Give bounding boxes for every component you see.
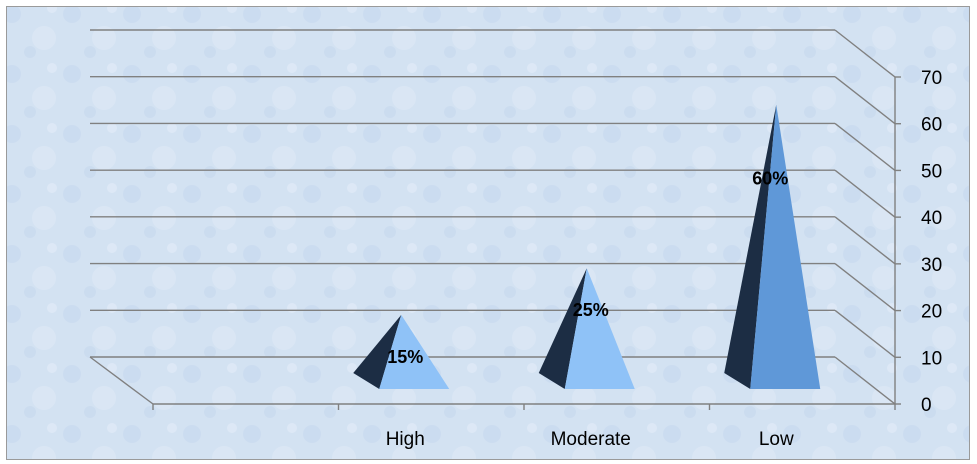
grid-layer	[90, 29, 896, 405]
gridline-side	[834, 29, 896, 78]
label-layer: 15% High 25% Moderate 60% Low	[386, 169, 794, 450]
pyramid-bar-light-face	[750, 104, 821, 389]
x-category-label: High	[386, 429, 425, 450]
pyramid-bar	[724, 104, 821, 389]
pyramid-bar-light-face	[379, 314, 450, 389]
y-tick-label: 60	[921, 115, 942, 136]
y-tick-label: 0	[921, 395, 932, 416]
pyramid-bar	[538, 268, 635, 389]
pyramid-bar-dark-face	[724, 104, 777, 389]
gridline-side	[834, 263, 896, 312]
pyramid-bar-dark-face	[538, 268, 587, 389]
y-tick-label: 40	[921, 208, 942, 229]
bar-layer	[353, 104, 821, 389]
floor-edge	[89, 356, 154, 405]
gridline-side	[834, 356, 896, 405]
gridline-side	[834, 216, 896, 265]
pyramid-bar-dark-face	[353, 314, 402, 389]
y-tick-label: 70	[921, 68, 942, 89]
gridline-side	[834, 76, 896, 125]
data-label: 60%	[752, 169, 788, 189]
pyramid-bar-light-face	[564, 268, 635, 389]
chart-background	[7, 7, 969, 459]
axis-layer: 0 10 20 30 40 50 60 70	[89, 68, 942, 416]
pyramid-bar	[353, 314, 450, 389]
y-tick-label: 50	[921, 161, 942, 182]
y-tick-label: 30	[921, 255, 942, 276]
data-label: 25%	[573, 300, 609, 320]
data-label: 15%	[387, 347, 423, 367]
x-category-label: Low	[759, 429, 794, 450]
y-tick-label: 20	[921, 302, 942, 323]
gridline-side	[834, 122, 896, 171]
gridline-side	[834, 309, 896, 358]
gridline-side	[834, 169, 896, 218]
x-category-label: Moderate	[551, 429, 631, 450]
y-tick-label: 10	[921, 348, 942, 369]
